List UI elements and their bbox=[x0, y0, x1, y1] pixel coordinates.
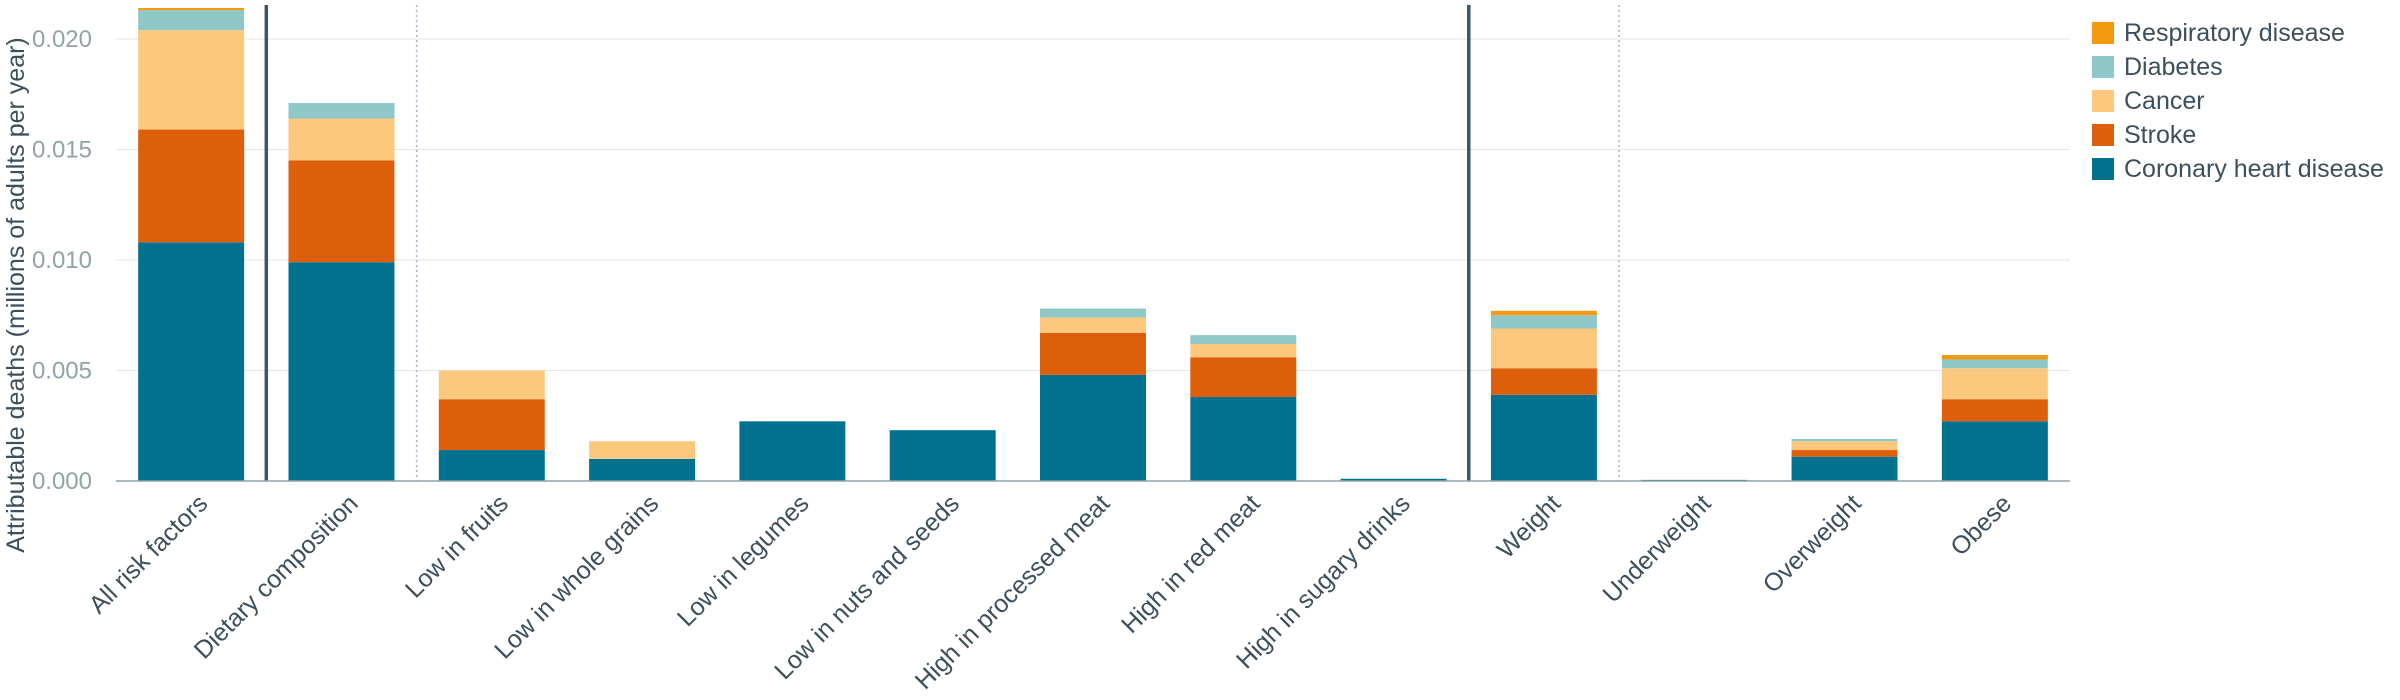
x-tick-label: Dietary composition bbox=[189, 489, 364, 664]
bar-segment-cancer bbox=[1490, 328, 1597, 369]
bar-segment-coronary-heart-disease bbox=[1791, 456, 1898, 481]
bars-layer bbox=[138, 8, 2048, 481]
bar-segment-stroke bbox=[288, 160, 395, 263]
y-tick-label: 0.000 bbox=[32, 468, 92, 495]
bar-segment-cancer bbox=[438, 370, 545, 400]
x-tick-label: Underweight bbox=[1597, 489, 1716, 608]
legend-swatch bbox=[2092, 56, 2114, 78]
bar-segment-coronary-heart-disease bbox=[288, 262, 395, 481]
bar-segment-respiratory-disease bbox=[138, 8, 245, 11]
y-tick-label: 0.010 bbox=[32, 247, 92, 274]
legend-label: Coronary heart disease bbox=[2124, 155, 2384, 183]
bar-segment-coronary-heart-disease bbox=[1340, 478, 1447, 481]
y-tick-label: 0.005 bbox=[32, 357, 92, 384]
x-tick-label: High in sugary drinks bbox=[1231, 489, 1416, 674]
x-tick-label: Obese bbox=[1945, 489, 2017, 561]
bar-segment-stroke bbox=[438, 399, 545, 451]
x-tick-label: Overweight bbox=[1758, 489, 1867, 598]
legend-swatch bbox=[2092, 22, 2114, 44]
bar-segment-stroke bbox=[138, 129, 245, 243]
bar-segment-coronary-heart-disease bbox=[589, 458, 696, 481]
bar-segment-coronary-heart-disease bbox=[1040, 374, 1146, 481]
x-tick-label: Low in whole grains bbox=[489, 489, 664, 664]
x-tick-label: High in red meat bbox=[1116, 489, 1266, 639]
bar-segment-stroke bbox=[1190, 357, 1297, 398]
bar-segment-diabetes bbox=[138, 10, 245, 31]
bar-segment-cancer bbox=[1190, 343, 1297, 358]
legend: Respiratory disease Diabetes Cancer Stroke C… bbox=[2092, 19, 2384, 183]
x-tick-label: Low in fruits bbox=[400, 489, 514, 603]
bar-segment-stroke bbox=[1941, 399, 2048, 422]
y-axis-title: Attributable deaths (millions of adults … bbox=[2, 37, 30, 553]
separator-layer bbox=[264, 5, 1620, 481]
y-tick-label: 0.020 bbox=[32, 26, 92, 53]
legend-label: Cancer bbox=[2124, 87, 2205, 115]
bar-segment-diabetes bbox=[1791, 439, 1898, 442]
bar-segment-respiratory-disease bbox=[1490, 310, 1597, 316]
bar-segment-stroke bbox=[1791, 450, 1898, 457]
bar-segment-cancer bbox=[589, 441, 696, 459]
bar-segment-stroke bbox=[1490, 368, 1597, 395]
legend-label: Stroke bbox=[2124, 121, 2196, 149]
legend-swatch bbox=[2092, 90, 2114, 112]
y-tick-label: 0.015 bbox=[32, 136, 92, 163]
x-tick-label: All risk factors bbox=[84, 489, 214, 619]
bar-segment-coronary-heart-disease bbox=[889, 430, 996, 481]
bar-segment-stroke bbox=[1040, 332, 1146, 375]
bar-segment-cancer bbox=[1941, 368, 2048, 400]
bar-segment-coronary-heart-disease bbox=[1190, 397, 1297, 481]
bar-segment-diabetes bbox=[1490, 315, 1597, 329]
bar-segment-respiratory-disease bbox=[1941, 355, 2048, 360]
bar-segment-coronary-heart-disease bbox=[1941, 421, 2048, 481]
legend-label: Respiratory disease bbox=[2124, 19, 2345, 47]
bar-segment-coronary-heart-disease bbox=[438, 450, 545, 481]
bar-segment-coronary-heart-disease bbox=[138, 242, 245, 481]
legend-swatch bbox=[2092, 158, 2114, 180]
bar-segment-coronary-heart-disease bbox=[739, 421, 846, 481]
bar-segment-cancer bbox=[1040, 317, 1146, 333]
legend-label: Diabetes bbox=[2124, 53, 2223, 81]
bar-segment-diabetes bbox=[1040, 308, 1146, 318]
bar-segment-diabetes bbox=[288, 103, 395, 119]
x-tick-label: Low in legumes bbox=[672, 489, 815, 632]
legend-swatch bbox=[2092, 124, 2114, 146]
bar-segment-diabetes bbox=[1190, 335, 1297, 344]
bar-segment-cancer bbox=[138, 30, 245, 130]
bar-segment-cancer bbox=[288, 118, 395, 161]
x-tick-label: Weight bbox=[1492, 489, 1567, 564]
bar-segment-coronary-heart-disease bbox=[1490, 394, 1597, 481]
bar-segment-diabetes bbox=[1941, 359, 2048, 369]
bar-segment-cancer bbox=[1791, 441, 1898, 451]
